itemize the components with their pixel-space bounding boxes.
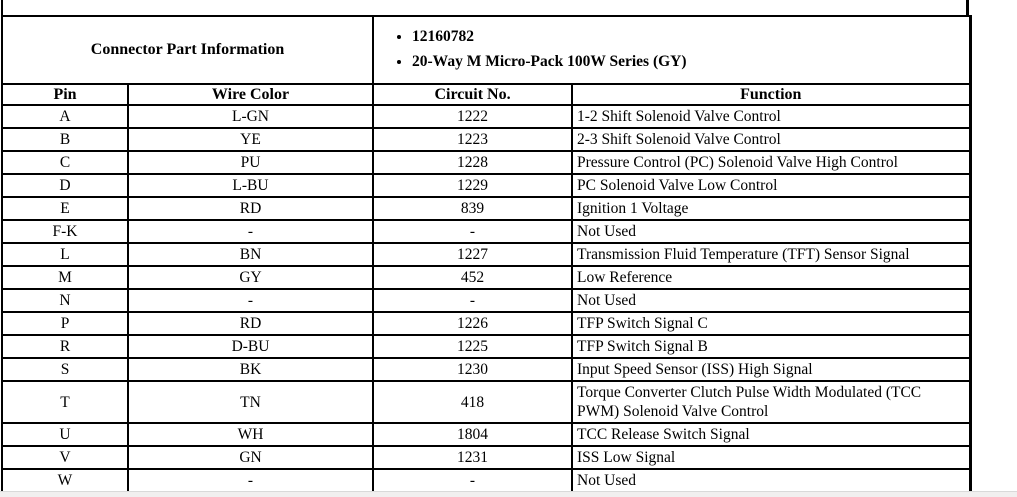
pin-cell: S xyxy=(1,357,129,382)
table-row: L BN 1227 Transmission Fluid Temperature (T… xyxy=(1,242,972,267)
circuit-no-cell: - xyxy=(372,288,574,313)
circuit-no-cell: 1223 xyxy=(372,127,574,152)
function-cell: Ignition 1 Voltage xyxy=(571,196,972,221)
circuit-no-cell: 1231 xyxy=(372,445,574,470)
wire-color-cell: BN xyxy=(126,242,375,267)
function-cell: TFP Switch Signal C xyxy=(571,311,972,336)
function-cell: Not Used xyxy=(571,288,972,313)
connector-info-row: Connector Part Information 12160782 20-W… xyxy=(0,15,972,85)
function-cell: 2-3 Shift Solenoid Valve Control xyxy=(571,127,972,152)
table-row: R D-BU 1225 TFP Switch Signal B xyxy=(1,334,972,359)
connector-table: Connector Part Information 12160782 20-W… xyxy=(0,0,972,494)
connector-part-information-title: Connector Part Information xyxy=(0,15,375,85)
circuit-no-cell: - xyxy=(372,468,574,494)
wire-color-cell: - xyxy=(126,288,375,313)
wire-color-cell: - xyxy=(126,219,375,244)
pin-cell: P xyxy=(1,311,129,336)
circuit-no-cell: 1230 xyxy=(372,357,574,382)
table-row: N - - Not Used xyxy=(1,288,972,313)
column-header-circuit-no: Circuit No. xyxy=(372,83,574,106)
function-cell: 1-2 Shift Solenoid Valve Control xyxy=(571,104,972,129)
table-row: T TN 418 Torque Converter Clutch Pulse Widt… xyxy=(1,380,972,424)
function-cell: PC Solenoid Valve Low Control xyxy=(571,173,972,198)
table-row: V GN 1231 ISS Low Signal xyxy=(1,445,972,470)
pin-cell: L xyxy=(1,242,129,267)
pin-cell: R xyxy=(1,334,129,359)
function-cell: Not Used xyxy=(571,468,972,494)
wire-color-cell: RD xyxy=(126,196,375,221)
wire-color-cell: TN xyxy=(126,380,375,424)
table-row: P RD 1226 TFP Switch Signal C xyxy=(1,311,972,336)
function-cell: Transmission Fluid Temperature (TFT) Sen… xyxy=(571,242,972,267)
pin-cell: U xyxy=(1,422,129,447)
pin-cell: V xyxy=(1,445,129,470)
function-cell: TCC Release Switch Signal xyxy=(571,422,972,447)
part-number-bullet: 12160782 xyxy=(412,24,965,49)
wire-color-cell: PU xyxy=(126,150,375,175)
wire-color-cell: L-BU xyxy=(126,173,375,198)
circuit-no-cell: 418 xyxy=(372,380,574,424)
pin-cell: A xyxy=(1,104,129,129)
wire-color-cell: GN xyxy=(126,445,375,470)
pin-cell: D xyxy=(1,173,129,198)
function-cell: Low Reference xyxy=(571,265,972,290)
connector-series-bullet: 20-Way M Micro-Pack 100W Series (GY) xyxy=(412,49,965,74)
circuit-no-cell: 1226 xyxy=(372,311,574,336)
wire-color-cell: WH xyxy=(126,422,375,447)
pin-cell: E xyxy=(1,196,129,221)
circuit-no-cell: 1804 xyxy=(372,422,574,447)
circuit-no-cell: 1228 xyxy=(372,150,574,175)
circuit-no-cell: 1222 xyxy=(372,104,574,129)
column-header-function: Function xyxy=(571,83,972,106)
pin-cell: B xyxy=(1,127,129,152)
connector-part-details-cell: 12160782 20-Way M Micro-Pack 100W Series… xyxy=(372,15,972,85)
table-row: E RD 839 Ignition 1 Voltage xyxy=(1,196,972,221)
pin-cell: C xyxy=(1,150,129,175)
function-cell: Torque Converter Clutch Pulse Width Modu… xyxy=(571,380,972,424)
wire-color-cell: D-BU xyxy=(126,334,375,359)
pin-cell: N xyxy=(1,288,129,313)
table-row: F-K - - Not Used xyxy=(1,219,972,244)
function-cell: Pressure Control (PC) Solenoid Valve Hig… xyxy=(571,150,972,175)
table-row: B YE 1223 2-3 Shift Solenoid Valve Control xyxy=(1,127,972,152)
column-header-row: Pin Wire Color Circuit No. Function xyxy=(1,83,972,106)
wire-color-cell: - xyxy=(126,468,375,494)
column-header-pin: Pin xyxy=(1,83,129,106)
circuit-no-cell: 1225 xyxy=(372,334,574,359)
circuit-no-cell: 839 xyxy=(372,196,574,221)
pin-cell: M xyxy=(1,265,129,290)
table-row: S BK 1230 Input Speed Sensor (ISS) High Sig… xyxy=(1,357,972,382)
circuit-no-cell: - xyxy=(372,219,574,244)
wire-color-cell: L-GN xyxy=(126,104,375,129)
table-row: M GY 452 Low Reference xyxy=(1,265,972,290)
pin-rows: A L-GN 1222 1-2 Shift Solenoid Valve Contro… xyxy=(1,104,972,494)
wire-color-cell: BK xyxy=(126,357,375,382)
wire-color-cell: RD xyxy=(126,311,375,336)
function-cell: TFP Switch Signal B xyxy=(571,334,972,359)
function-cell: ISS Low Signal xyxy=(571,445,972,470)
pin-cell: F-K xyxy=(1,219,129,244)
function-cell: Input Speed Sensor (ISS) High Signal xyxy=(571,357,972,382)
table-row: C PU 1228 Pressure Control (PC) Solenoid Va… xyxy=(1,150,972,175)
pin-cell: T xyxy=(1,380,129,424)
table-row: U WH 1804 TCC Release Switch Signal xyxy=(1,422,972,447)
function-cell: Not Used xyxy=(571,219,972,244)
pin-cell: W xyxy=(1,468,129,494)
table-row: W - - Not Used xyxy=(1,468,972,494)
connector-part-bullet-list: 12160782 20-Way M Micro-Pack 100W Series… xyxy=(378,24,965,74)
table-top-cutoff-row xyxy=(1,0,969,15)
bottom-divider-bar xyxy=(0,491,1017,497)
circuit-no-cell: 1227 xyxy=(372,242,574,267)
wire-color-cell: YE xyxy=(126,127,375,152)
table-row: A L-GN 1222 1-2 Shift Solenoid Valve Contro… xyxy=(1,104,972,129)
column-header-wire-color: Wire Color xyxy=(126,83,375,106)
wire-color-cell: GY xyxy=(126,265,375,290)
circuit-no-cell: 1229 xyxy=(372,173,574,198)
circuit-no-cell: 452 xyxy=(372,265,574,290)
table-row: D L-BU 1229 PC Solenoid Valve Low Control xyxy=(1,173,972,198)
connector-pinout-table: Connector Part Information 12160782 20-W… xyxy=(0,15,972,494)
